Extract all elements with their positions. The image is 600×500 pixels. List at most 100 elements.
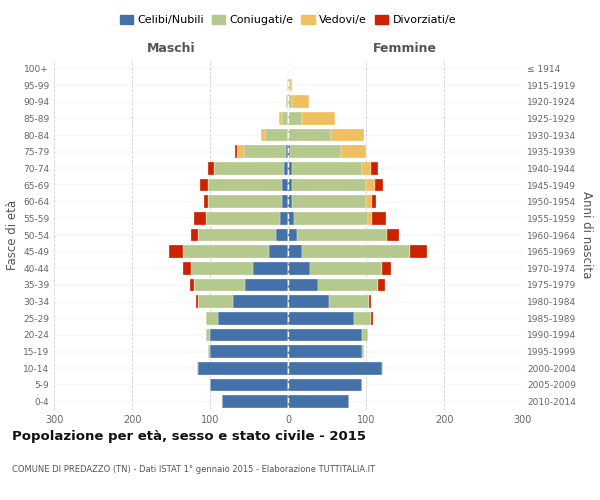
Bar	[284, 162, 288, 174]
Bar	[191, 229, 198, 241]
Bar	[362, 162, 371, 174]
Bar	[302, 246, 410, 258]
Bar	[288, 196, 292, 208]
Bar	[298, 229, 387, 241]
Bar	[210, 329, 288, 341]
Bar	[288, 396, 349, 408]
Bar	[282, 196, 288, 208]
Bar	[387, 229, 399, 241]
Bar	[292, 179, 366, 192]
Bar	[265, 129, 288, 141]
Bar	[269, 246, 288, 258]
Bar	[208, 162, 214, 174]
Bar	[379, 279, 385, 291]
Bar	[369, 296, 371, 308]
Bar	[366, 179, 376, 192]
Bar	[288, 296, 329, 308]
Bar	[238, 146, 244, 158]
Bar	[204, 196, 208, 208]
Bar	[288, 146, 290, 158]
Bar	[329, 296, 369, 308]
Bar	[310, 262, 382, 274]
Bar	[282, 112, 288, 124]
Bar	[253, 262, 288, 274]
Bar	[198, 229, 277, 241]
Bar	[261, 129, 265, 141]
Bar	[288, 362, 382, 374]
Bar	[244, 146, 286, 158]
Bar	[288, 162, 292, 174]
Bar	[372, 196, 376, 208]
Bar	[182, 262, 191, 274]
Bar	[294, 212, 368, 224]
Bar	[208, 196, 282, 208]
Bar	[290, 79, 292, 92]
Bar	[277, 229, 288, 241]
Bar	[282, 179, 288, 192]
Bar	[194, 279, 245, 291]
Bar	[288, 129, 331, 141]
Bar	[317, 279, 379, 291]
Bar	[190, 279, 194, 291]
Bar	[288, 279, 317, 291]
Bar	[280, 112, 282, 124]
Bar	[198, 296, 233, 308]
Bar	[196, 296, 198, 308]
Text: Femmine: Femmine	[373, 42, 437, 55]
Text: Maschi: Maschi	[146, 42, 196, 55]
Bar	[288, 179, 292, 192]
Bar	[218, 312, 288, 324]
Bar	[200, 179, 208, 192]
Bar	[233, 296, 288, 308]
Bar	[197, 362, 198, 374]
Y-axis label: Fasce di età: Fasce di età	[6, 200, 19, 270]
Bar	[302, 112, 335, 124]
Bar	[235, 146, 238, 158]
Bar	[206, 312, 218, 324]
Bar	[288, 79, 290, 92]
Bar	[368, 212, 372, 224]
Bar	[371, 312, 373, 324]
Bar	[410, 246, 427, 258]
Bar	[288, 229, 298, 241]
Bar	[288, 379, 362, 391]
Bar	[354, 312, 371, 324]
Bar	[286, 146, 288, 158]
Bar	[290, 146, 341, 158]
Bar	[292, 196, 366, 208]
Bar	[245, 279, 288, 291]
Bar	[222, 396, 288, 408]
Bar	[198, 362, 288, 374]
Bar	[208, 346, 210, 358]
Bar	[206, 329, 210, 341]
Text: COMUNE DI PREDAZZO (TN) - Dati ISTAT 1° gennaio 2015 - Elaborazione TUTTITALIA.I: COMUNE DI PREDAZZO (TN) - Dati ISTAT 1° …	[12, 465, 375, 474]
Bar	[372, 212, 386, 224]
Bar	[371, 162, 378, 174]
Bar	[194, 212, 206, 224]
Bar	[288, 262, 310, 274]
Bar	[169, 246, 182, 258]
Bar	[376, 179, 383, 192]
Bar	[206, 212, 280, 224]
Bar	[292, 162, 362, 174]
Bar	[382, 262, 391, 274]
Bar	[191, 262, 253, 274]
Bar	[288, 212, 294, 224]
Bar	[214, 162, 284, 174]
Bar	[288, 346, 362, 358]
Bar	[210, 379, 288, 391]
Bar	[210, 346, 288, 358]
Bar	[280, 212, 288, 224]
Bar	[382, 362, 383, 374]
Bar	[288, 329, 362, 341]
Bar	[286, 96, 288, 108]
Bar	[182, 246, 269, 258]
Bar	[288, 112, 302, 124]
Legend: Celibi/Nubili, Coniugati/e, Vedovi/e, Divorziati/e: Celibi/Nubili, Coniugati/e, Vedovi/e, Di…	[115, 10, 461, 30]
Bar	[288, 312, 354, 324]
Bar	[362, 329, 368, 341]
Text: Popolazione per età, sesso e stato civile - 2015: Popolazione per età, sesso e stato civil…	[12, 430, 366, 443]
Bar	[331, 129, 364, 141]
Bar	[288, 246, 302, 258]
Bar	[208, 179, 282, 192]
